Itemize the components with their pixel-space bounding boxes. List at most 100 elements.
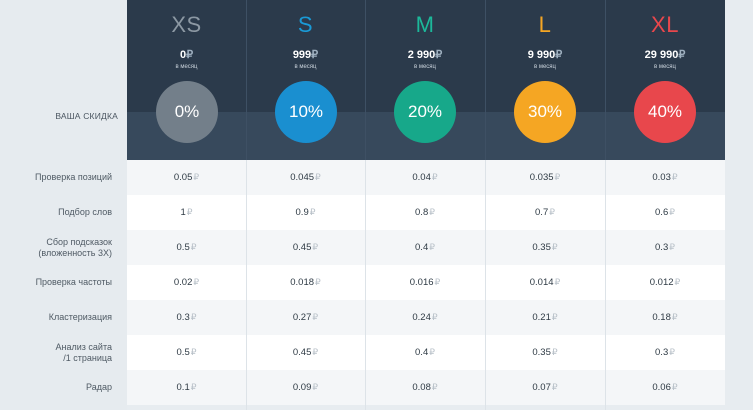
price-cell: 0.6 ₽ [605, 195, 725, 230]
price-value: 0.4 [415, 347, 429, 358]
price-cell: 0.45 ₽ [246, 230, 365, 265]
ruble-icon: ₽ [193, 172, 200, 182]
ruble-icon: ₽ [669, 347, 675, 357]
plan-name: M [415, 12, 435, 37]
price-cell: 0.21 ₽ [485, 300, 605, 335]
plan-header-xs: XS 0₽ в месяц 0% [127, 0, 246, 160]
plan-price-value: 29 990 [644, 49, 679, 61]
price-cell: 0.7 ₽ [485, 195, 605, 230]
feature-label: Кластеризация [0, 300, 112, 335]
discount-badge: 40% [634, 81, 696, 143]
pricing-table: XS 0₽ в месяц 0% S 999₽ в месяц 10% M 2 990₽ в мес… [127, 0, 725, 410]
price-cell: 0.02 ₽ [127, 265, 246, 300]
price-cell: 0.45 ₽ [246, 335, 365, 370]
price-value: 0.1 [176, 382, 190, 393]
feature-label: Подбор слов [0, 195, 112, 230]
feature-label: Проверка частоты [0, 265, 112, 300]
column-divider [246, 160, 247, 410]
price-cell: 0.05 ₽ [127, 160, 246, 195]
plan-period: в месяц [175, 64, 198, 70]
price-value: 0.5 [176, 242, 190, 253]
price-cell: 0.4 ₽ [365, 230, 485, 265]
feature-label-line: Анализ сайта [55, 341, 112, 352]
price-value: 0.3 [655, 242, 669, 253]
ruble-icon: ₽ [671, 312, 678, 322]
plan-price-value: 9 990 [527, 49, 556, 61]
price-cell: 0.27 ₽ [246, 300, 365, 335]
feature-label-line: Сбор подсказок [46, 236, 112, 247]
ruble-icon: ₽ [190, 242, 197, 252]
ruble-icon: ₽ [551, 347, 558, 357]
feature-labels-column: ВАША СКИДКА [0, 0, 127, 410]
price-cell: 0.045 ₽ [246, 160, 365, 195]
price-value: 0.9 [295, 207, 309, 218]
ruble-icon: ₽ [312, 312, 319, 322]
plan-header-s: S 999₽ в месяц 10% [246, 0, 365, 160]
price-value: 0.07 [532, 382, 551, 393]
price-cell: 0.5 ₽ [127, 335, 246, 370]
feature-label-line: Радар [86, 382, 112, 392]
plan-price: 999₽ [246, 48, 365, 61]
price-cell: 0.3 ₽ [605, 230, 725, 265]
ruble-icon: ₽ [431, 312, 438, 322]
ruble-icon: ₽ [435, 49, 443, 61]
price-value: 0.02 [173, 277, 193, 288]
plan-period: в месяц [413, 64, 436, 70]
plan-price: 2 990₽ [365, 48, 485, 61]
feature-label-line: /1 страница [63, 352, 112, 363]
ruble-icon: ₽ [431, 382, 438, 392]
feature-label: Проверка позиций [0, 160, 112, 195]
price-value: 0.8 [415, 207, 429, 218]
price-value: 0.045 [290, 172, 315, 183]
ruble-icon: ₽ [312, 382, 319, 392]
ruble-icon: ₽ [429, 347, 435, 357]
price-cell: 0.1 ₽ [127, 370, 246, 405]
ruble-icon: ₽ [434, 277, 441, 287]
price-cell: 0.3 ₽ [605, 335, 725, 370]
price-value: 0.21 [532, 312, 551, 323]
price-value: 1 [180, 207, 186, 218]
price-cell: 0.24 ₽ [365, 300, 485, 335]
table-row: 0.1 ₽0.09 ₽0.08 ₽0.07 ₽0.06 ₽ [127, 370, 725, 405]
price-value: 0.018 [290, 277, 315, 288]
price-value: 0.35 [532, 242, 551, 253]
ruble-icon: ₽ [669, 242, 675, 252]
price-value: 0.3 [655, 347, 669, 358]
price-cell: 0.016 ₽ [365, 265, 485, 300]
feature-label: Радар [0, 370, 112, 405]
plan-name: L [538, 12, 552, 37]
ruble-icon: ₽ [193, 277, 200, 287]
ruble-icon: ₽ [671, 382, 678, 392]
price-value: 0.012 [649, 277, 674, 288]
feature-label-line: Проверка позиций [35, 172, 112, 182]
ruble-icon: ₽ [429, 242, 435, 252]
column-divider [485, 160, 486, 410]
discount-badge: 20% [394, 81, 456, 143]
table-row: 0.02 ₽0.018 ₽0.016 ₽0.014 ₽0.012 ₽ [127, 265, 725, 300]
plan-name: S [297, 12, 314, 37]
discount-badge: 30% [514, 81, 576, 143]
ruble-icon: ₽ [186, 207, 193, 217]
feature-label: Сбор подсказок (вложенность 3Х) [0, 230, 112, 265]
plan-price-value: 2 990 [407, 49, 436, 61]
price-value: 0.7 [535, 207, 549, 218]
plan-header-xl: XL 29 990₽ в месяц 40% [605, 0, 725, 160]
feature-label-line: Кластеризация [48, 312, 112, 322]
price-cell: 0.03 ₽ [605, 160, 725, 195]
ruble-icon: ₽ [431, 172, 438, 182]
ruble-icon: ₽ [669, 207, 675, 217]
price-value: 0.08 [412, 382, 431, 393]
column-divider [605, 160, 606, 410]
plan-name: XL [651, 12, 679, 37]
price-cell: 0.09 ₽ [246, 370, 365, 405]
price-value: 0.014 [529, 277, 554, 288]
plan-period: в месяц [533, 64, 556, 70]
discount-label: ВАША СКИДКА [55, 111, 118, 121]
ruble-icon: ₽ [551, 312, 558, 322]
plan-price: 9 990₽ [485, 48, 605, 61]
feature-label: Анализ сайта/1 страница [0, 335, 112, 370]
price-cell: 0.3 ₽ [127, 300, 246, 335]
plan-header-m: M 2 990₽ в месяц 20% [365, 0, 485, 160]
price-cell: 0.07 ₽ [485, 370, 605, 405]
feature-label-line: (вложенность 3Х) [38, 247, 112, 258]
